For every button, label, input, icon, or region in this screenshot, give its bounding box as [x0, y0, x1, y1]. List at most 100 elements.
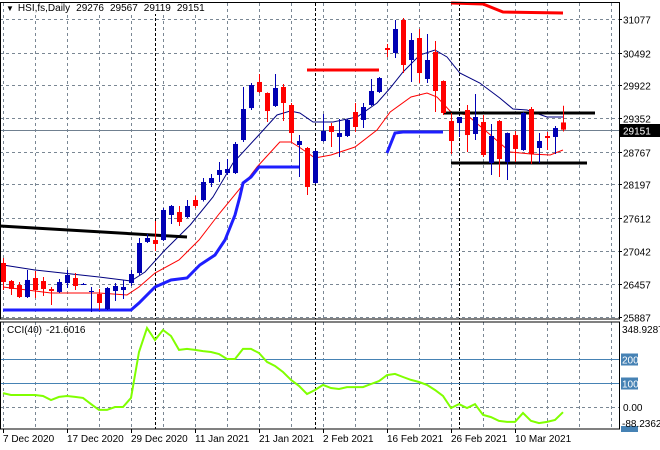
candle[interactable] [169, 205, 174, 225]
cci-panel[interactable] [0, 325, 619, 425]
cci-level-tag [621, 353, 638, 366]
candle[interactable] [73, 273, 78, 291]
candle-body [25, 279, 30, 298]
candle[interactable] [161, 207, 166, 241]
candle[interactable] [385, 43, 390, 58]
x-tick-label: 2 Feb 2021 [323, 434, 374, 445]
candle[interactable] [329, 123, 334, 147]
candle[interactable] [361, 102, 366, 129]
candle-body [385, 47, 390, 51]
cci-value: -21.6016 [46, 325, 86, 336]
cci-max-label: 348.9287 [622, 325, 660, 336]
candle[interactable] [305, 146, 310, 196]
candle[interactable] [257, 74, 262, 94]
candle-body [241, 109, 246, 141]
y-tick-label: 26457 [623, 281, 651, 292]
candle[interactable] [393, 19, 398, 58]
candle[interactable] [209, 174, 214, 187]
candle[interactable] [545, 131, 550, 151]
candle[interactable] [121, 279, 126, 299]
candle[interactable] [265, 92, 270, 122]
candle-body [377, 78, 382, 92]
candle[interactable] [185, 200, 190, 218]
candle[interactable] [49, 286, 54, 306]
candle[interactable] [441, 80, 446, 115]
candle[interactable] [9, 279, 14, 296]
candle-body [369, 90, 374, 106]
candle[interactable] [273, 74, 278, 108]
candle[interactable] [233, 141, 238, 175]
candle[interactable] [225, 159, 230, 175]
candle[interactable] [81, 283, 86, 286]
candle[interactable] [537, 133, 542, 163]
candle-body [273, 88, 278, 106]
candle[interactable] [65, 269, 70, 289]
candle[interactable] [497, 119, 502, 177]
candle[interactable] [193, 195, 198, 208]
candle[interactable] [425, 33, 430, 84]
candle[interactable] [457, 117, 462, 137]
candle[interactable] [57, 278, 62, 294]
candle[interactable] [97, 288, 102, 310]
candle[interactable] [433, 40, 438, 113]
candle-body [153, 240, 158, 244]
candle[interactable] [25, 269, 30, 298]
candle-body [9, 281, 14, 289]
candle[interactable] [217, 162, 222, 182]
candle[interactable] [369, 78, 374, 106]
price-panel[interactable] [0, 1, 619, 313]
candle[interactable] [153, 221, 158, 251]
cci-panel-frame [0, 321, 620, 430]
candle[interactable] [337, 119, 342, 158]
candle[interactable] [289, 102, 294, 142]
candle[interactable] [33, 271, 38, 298]
candle-body [457, 117, 462, 124]
candle[interactable] [313, 150, 318, 184]
candle[interactable] [529, 107, 534, 165]
candle[interactable] [241, 86, 246, 142]
candle[interactable] [489, 124, 494, 175]
candle[interactable] [113, 283, 118, 301]
candle[interactable] [89, 286, 94, 313]
candle[interactable] [561, 105, 566, 132]
candle[interactable] [281, 83, 286, 122]
candle[interactable] [17, 281, 22, 298]
candle[interactable] [201, 178, 206, 202]
candle[interactable] [521, 112, 526, 151]
candle[interactable] [401, 17, 406, 74]
candle-body [1, 262, 6, 282]
candle[interactable] [249, 83, 254, 110]
candle[interactable] [553, 126, 558, 155]
candle[interactable] [177, 205, 182, 227]
candle[interactable] [321, 114, 326, 142]
y-tick-label: 27042 [623, 248, 651, 259]
candle[interactable] [41, 276, 46, 296]
candle-body [105, 288, 110, 310]
candle-body [433, 52, 438, 91]
slow-ma-line [2, 92, 564, 296]
candle[interactable] [129, 269, 134, 287]
candle-body [177, 212, 182, 222]
y-tick-label: 31077 [623, 16, 651, 27]
candle[interactable] [1, 257, 6, 291]
candle[interactable] [505, 132, 510, 180]
candle[interactable] [473, 93, 478, 141]
candle[interactable] [513, 131, 518, 163]
candle[interactable] [105, 286, 110, 310]
triangle-down-icon[interactable]: ▼ [6, 4, 14, 13]
candle[interactable] [377, 76, 382, 94]
candle[interactable] [137, 238, 142, 275]
candle-body [521, 112, 526, 151]
candle[interactable] [417, 28, 422, 84]
candle[interactable] [345, 119, 350, 137]
candle[interactable] [481, 114, 486, 158]
candle[interactable] [297, 135, 302, 177]
candle[interactable] [409, 33, 414, 82]
candle[interactable] [145, 233, 150, 244]
candle[interactable] [353, 102, 358, 132]
candle[interactable] [449, 112, 454, 155]
candle[interactable] [465, 105, 470, 153]
x-tick-label: 10 Mar 2021 [515, 434, 572, 445]
candle-body [473, 117, 478, 134]
